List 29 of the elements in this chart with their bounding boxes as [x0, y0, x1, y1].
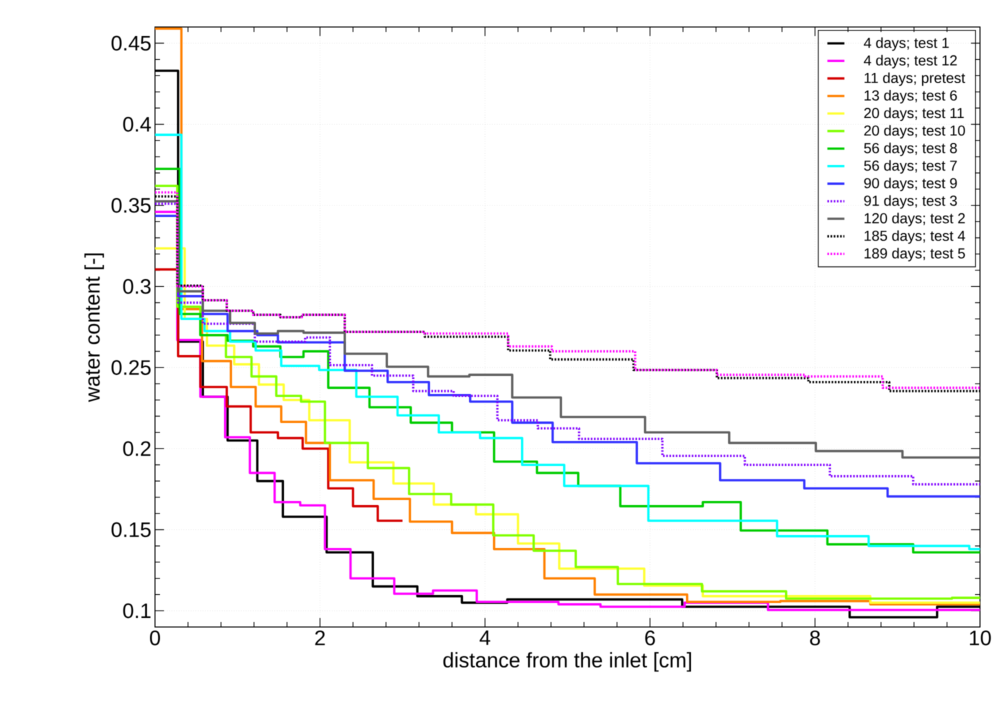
x-tick-label: 8 — [810, 630, 820, 646]
x-tick-label: 2 — [315, 630, 325, 646]
legend-label: 4 days; test 1 — [864, 37, 949, 51]
x-tick-label: 10 — [970, 630, 991, 646]
legend-label: 56 days; test 7 — [864, 160, 957, 174]
y-tick-label: 0.3 — [123, 279, 151, 294]
legend-label: 20 days; test 10 — [864, 125, 965, 139]
y-tick-label: 0.15 — [112, 522, 151, 538]
y-tick-label: 0.2 — [123, 441, 150, 456]
x-tick-label: 4 — [480, 630, 490, 645]
legend-label: 91 days; test 3 — [864, 195, 957, 209]
legend-label: 4 days; test 12 — [864, 54, 957, 68]
y-tick-label: 0.35 — [112, 198, 151, 213]
y-axis-title: water content [-] — [84, 254, 104, 402]
x-tick-label: 6 — [645, 630, 655, 646]
legend-label: 11 days; pretest — [864, 72, 966, 86]
legend-label: 189 days; test 5 — [864, 248, 965, 262]
legend-label: 20 days; test 11 — [864, 108, 964, 121]
x-axis-title: distance from the inlet [cm] — [443, 652, 691, 672]
y-tick-label: 0.45 — [112, 36, 151, 51]
legend-label: 90 days; test 9 — [864, 178, 957, 192]
legend-label: 120 days; test 2 — [864, 212, 965, 226]
legend-label: 13 days; test 6 — [864, 90, 957, 104]
legend-label: 56 days; test 8 — [864, 142, 957, 156]
legend-label: 185 days; test 4 — [864, 230, 966, 244]
y-tick-label: 0.4 — [123, 116, 151, 132]
y-tick-label: 0.25 — [112, 360, 151, 375]
x-tick-label: 0 — [150, 630, 160, 646]
y-tick-label: 0.1 — [123, 603, 150, 618]
